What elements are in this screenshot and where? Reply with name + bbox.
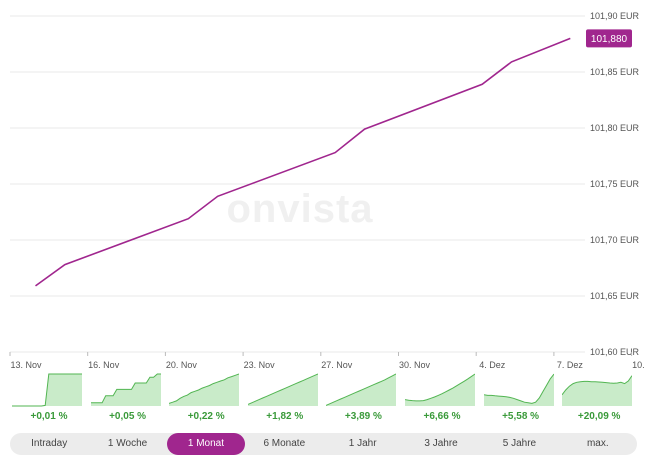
price-line bbox=[35, 37, 571, 287]
mini-chart-change: +0,05 % bbox=[109, 411, 147, 422]
price-chart[interactable]: onvista 101,90 EUR 101,85 EUR 101,80 EUR 101… bbox=[0, 0, 645, 372]
mini-chart-line bbox=[247, 373, 318, 405]
period-button[interactable]: 1 Monat bbox=[166, 433, 246, 455]
mini-chart-line bbox=[405, 373, 475, 402]
last-price-value: 101,880 bbox=[591, 34, 628, 45]
period-button[interactable]: max. bbox=[586, 438, 609, 449]
mini-chart-change: +0,01 % bbox=[30, 411, 68, 422]
mini-chart-change: +1,82 % bbox=[266, 411, 304, 422]
mini-chart-area bbox=[405, 374, 475, 406]
mini-chart-area bbox=[169, 374, 240, 406]
mini-chart-line bbox=[326, 373, 397, 406]
mini-chart-line bbox=[169, 373, 240, 404]
mini-chart-change: +6,66 % bbox=[423, 411, 461, 422]
x-tick-label: 20. Nov bbox=[166, 360, 198, 370]
x-tick-label: 7. Dez bbox=[557, 360, 584, 370]
x-tick-label: 16. Nov bbox=[88, 360, 120, 370]
y-tick-label: 101,60 EUR bbox=[590, 347, 640, 357]
period-button[interactable]: 5 Jahre bbox=[502, 438, 537, 449]
x-tick-label: 13. Nov bbox=[10, 360, 42, 370]
mini-chart-line bbox=[562, 375, 633, 396]
y-tick-label: 101,80 EUR bbox=[590, 123, 640, 133]
mini-chart-area bbox=[483, 374, 554, 406]
mini-chart-line bbox=[12, 373, 82, 407]
mini-chart-area bbox=[562, 375, 633, 406]
mini-chart-change: +20,09 % bbox=[577, 411, 621, 422]
mini-chart[interactable]: +6,66 % bbox=[405, 370, 479, 428]
mini-chart[interactable]: +3,89 % bbox=[326, 370, 400, 428]
period-mini-charts: +0,01 % +0,05 % +0,22 % +1,82 % +3,89 % +6,66… bbox=[10, 370, 637, 430]
x-tick-label: 27. Nov bbox=[321, 360, 353, 370]
period-button[interactable]: 6 Monate bbox=[263, 438, 306, 449]
mini-chart-line bbox=[90, 373, 161, 404]
period-button[interactable]: 1 Jahr bbox=[348, 438, 377, 449]
x-tick-label: 4. Dez bbox=[479, 360, 506, 370]
x-tick-label: 23. Nov bbox=[244, 360, 276, 370]
y-tick-label: 101,65 EUR bbox=[590, 291, 640, 301]
period-button[interactable]: Intraday bbox=[31, 438, 68, 449]
watermark-logo: onvista bbox=[226, 187, 373, 231]
mini-chart-line bbox=[483, 373, 554, 404]
period-button[interactable]: 1 Woche bbox=[107, 438, 148, 449]
period-button[interactable]: 3 Jahre bbox=[424, 438, 458, 449]
mini-chart-change: +0,22 % bbox=[187, 411, 225, 422]
y-tick-label: 101,85 EUR bbox=[590, 67, 640, 77]
mini-chart-change: +5,58 % bbox=[502, 411, 540, 422]
mini-chart-change: +3,89 % bbox=[344, 411, 382, 422]
price-chart-svg: onvista 101,90 EUR 101,85 EUR 101,80 EUR 101… bbox=[9, 11, 645, 370]
mini-chart[interactable]: +5,58 % bbox=[483, 370, 558, 428]
x-tick-label: 10. Dez bbox=[632, 360, 645, 370]
mini-chart[interactable]: +0,01 % bbox=[12, 370, 86, 428]
mini-chart[interactable]: +0,05 % bbox=[90, 370, 165, 428]
mini-chart[interactable]: +0,22 % bbox=[169, 370, 243, 428]
y-tick-label: 101,90 EUR bbox=[590, 11, 640, 21]
last-price-tag bbox=[586, 29, 632, 48]
mini-chart[interactable]: +1,82 % bbox=[247, 370, 322, 428]
y-tick-label: 101,70 EUR bbox=[590, 235, 640, 245]
mini-chart-area bbox=[90, 374, 161, 406]
y-tick-label: 101,75 EUR bbox=[590, 179, 640, 189]
period-selector: Intraday 1 Woche 1 Monat 6 Monate 1 Jahr 3 Ja… bbox=[10, 433, 637, 455]
x-tick-label: 30. Nov bbox=[399, 360, 431, 370]
mini-chart[interactable]: +20,09 % bbox=[562, 370, 636, 428]
